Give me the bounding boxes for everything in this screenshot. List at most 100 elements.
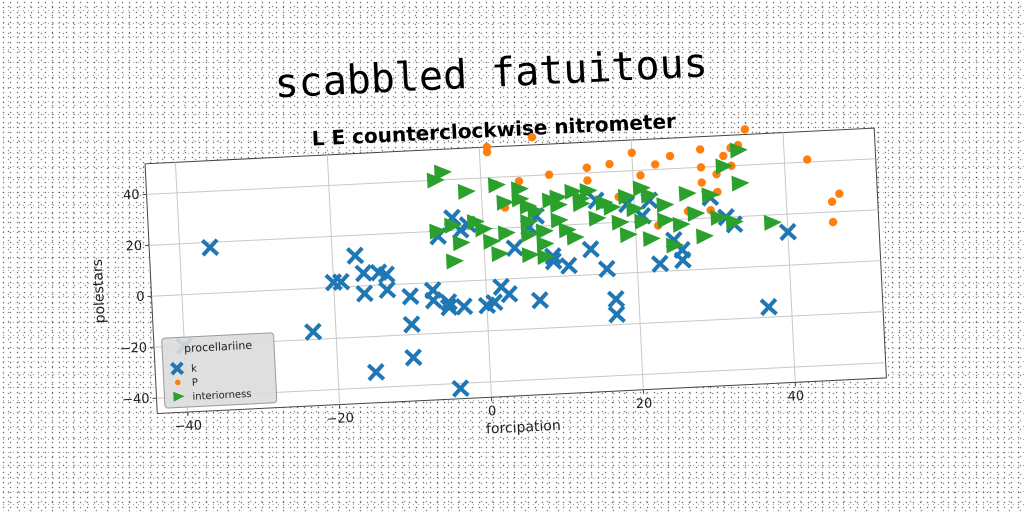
y-tick-label: −40 — [122, 392, 150, 408]
x-stroke — [485, 293, 503, 312]
x-stroke — [424, 281, 442, 300]
data-point — [366, 363, 386, 382]
x-stroke — [378, 280, 396, 300]
data-point — [402, 315, 421, 334]
data-point — [572, 191, 591, 208]
x-grid-line — [782, 132, 796, 383]
data-point — [455, 297, 474, 316]
x-stroke — [779, 222, 797, 242]
data-point — [687, 205, 706, 222]
x-stroke — [455, 297, 473, 316]
data-point — [729, 142, 748, 159]
data-point — [640, 187, 659, 204]
x-stroke — [401, 287, 419, 306]
x-stroke — [304, 322, 322, 341]
data-point — [332, 272, 351, 292]
data-point — [496, 194, 515, 211]
x-stroke — [440, 298, 458, 317]
data-point — [404, 348, 423, 367]
data-point — [619, 227, 638, 244]
data-point — [583, 176, 592, 185]
data-point — [678, 185, 697, 202]
x-stroke — [170, 361, 184, 376]
legend-label: interiorness — [192, 389, 252, 403]
x-stroke — [500, 285, 518, 304]
y-grid-line — [151, 260, 881, 297]
x-stroke — [440, 293, 458, 312]
x-stroke — [607, 290, 625, 309]
x-stroke — [582, 240, 600, 259]
data-point — [426, 172, 445, 189]
data-point — [697, 178, 706, 187]
data-point — [588, 210, 607, 227]
y-axis-label: polestars — [90, 259, 109, 324]
data-point — [582, 163, 592, 172]
data-point — [617, 188, 636, 205]
data-point — [549, 197, 568, 214]
x-stroke — [332, 272, 350, 292]
x-stroke — [355, 264, 373, 283]
data-point — [607, 305, 626, 324]
data-point — [650, 160, 660, 169]
data-point — [485, 293, 504, 312]
data-point — [345, 246, 365, 265]
x-stroke — [370, 263, 388, 282]
data-point — [452, 235, 471, 252]
y-grid-line — [149, 209, 879, 246]
data-point — [530, 291, 550, 310]
data-point — [482, 147, 492, 157]
data-point — [715, 158, 734, 175]
data-point — [537, 249, 556, 265]
y-grid-line — [154, 311, 884, 348]
x-stroke — [403, 315, 421, 334]
data-point — [719, 151, 728, 161]
chart-title: scabbled fatuitous — [273, 40, 708, 107]
x-tick-label: −20 — [326, 411, 354, 427]
data-point — [377, 265, 396, 284]
chart-root: scabbled fatuitous L E counterclockwise … — [90, 40, 887, 438]
data-point — [500, 285, 519, 304]
legend-label: k — [191, 364, 198, 375]
legend-box — [161, 332, 278, 409]
data-points — [175, 125, 844, 398]
data-point — [304, 322, 323, 341]
data-point — [521, 247, 540, 264]
data-point — [650, 254, 670, 273]
data-point — [497, 225, 516, 242]
data-point — [657, 212, 676, 229]
x-stroke — [598, 259, 616, 279]
data-point — [636, 171, 645, 180]
data-point — [695, 145, 705, 154]
data-point — [457, 183, 476, 200]
data-point — [487, 177, 506, 194]
x-stroke — [651, 254, 669, 273]
data-point — [445, 253, 464, 270]
series-2 — [426, 142, 782, 270]
x-axis-label: forcipation — [486, 418, 562, 438]
data-point — [606, 290, 626, 309]
data-point — [740, 125, 750, 134]
x-tick-label: 0 — [488, 404, 497, 419]
data-point — [535, 223, 554, 240]
data-point — [627, 148, 636, 157]
data-point — [483, 233, 502, 250]
x-stroke — [608, 305, 626, 324]
tick-labels: −40 −20 0 20 40 −40 −20 0 20 40 — [119, 188, 804, 435]
legend-title: procellariine — [184, 339, 253, 355]
data-point — [673, 251, 692, 270]
x-stroke — [356, 284, 374, 303]
data-point — [559, 256, 578, 275]
x-stroke — [377, 265, 396, 284]
legend-marker — [173, 391, 185, 402]
data-point — [763, 214, 782, 231]
data-point — [514, 177, 524, 186]
x-stroke — [201, 238, 219, 257]
data-point — [597, 259, 617, 279]
data-point — [696, 163, 706, 172]
data-point — [695, 228, 714, 245]
x-stroke — [452, 379, 470, 398]
data-point — [828, 217, 838, 227]
